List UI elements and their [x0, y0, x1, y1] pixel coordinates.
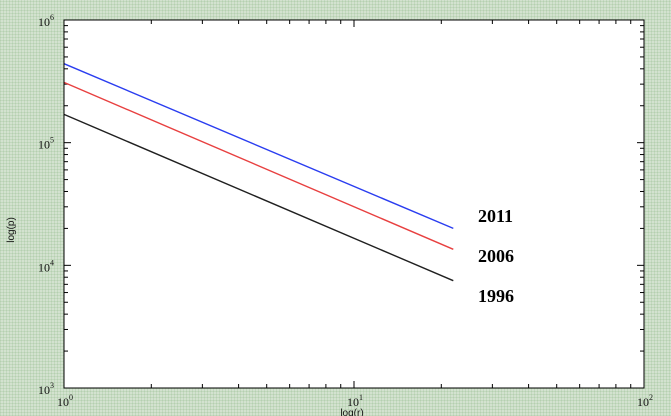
series-line-1996	[63, 113, 454, 282]
y-tick-base: 10	[38, 383, 50, 397]
y-tick-exponent: 6	[50, 13, 54, 22]
x-tick-base: 10	[637, 395, 649, 409]
x-tick-exponent: 2	[649, 393, 653, 402]
x-tick-labels: 100 101 102	[57, 393, 653, 409]
x-tick-label: 102	[637, 393, 653, 409]
plot-border	[63, 19, 645, 389]
y-tick-base: 10	[38, 260, 50, 274]
series-lines	[63, 63, 454, 282]
y-tick-label: 103	[38, 381, 54, 397]
x-tick-exponent: 1	[359, 393, 363, 402]
x-axis-label: log(r)	[340, 408, 363, 416]
annotation-1996: 1996	[478, 286, 514, 306]
y-tick-exponent: 3	[50, 381, 54, 390]
y-tick-exponent: 5	[50, 136, 54, 145]
minor-ticks	[64, 20, 644, 388]
x-tick-exponent: 0	[69, 393, 73, 402]
x-tick-base: 10	[57, 395, 69, 409]
x-tick-label: 101	[347, 393, 363, 409]
y-tick-base: 10	[38, 15, 50, 29]
series-line-2011	[63, 63, 454, 230]
y-tick-base: 10	[38, 138, 50, 152]
annotation-2011: 2011	[478, 206, 513, 226]
series-line-2006	[63, 81, 454, 250]
annotation-box	[462, 186, 584, 314]
x-tick-label: 100	[57, 393, 73, 409]
x-tick-base: 10	[347, 395, 359, 409]
y-axis-label: log(p)	[6, 217, 17, 243]
y-tick-label: 106	[38, 13, 54, 29]
y-tick-label: 105	[38, 136, 54, 152]
y-tick-label: 104	[38, 258, 54, 274]
annotation-2006: 2006	[478, 246, 514, 266]
y-tick-exponent: 4	[50, 258, 54, 267]
